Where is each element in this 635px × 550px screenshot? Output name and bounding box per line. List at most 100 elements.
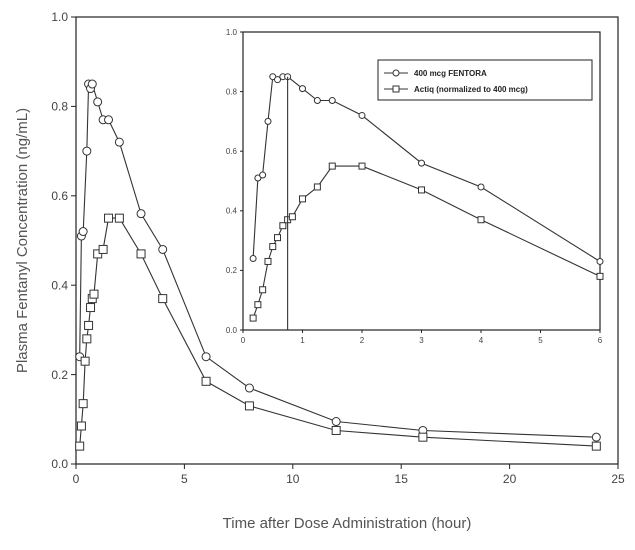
main-x-tick-label: 20 (503, 472, 517, 486)
main-series-1-point (75, 441, 85, 451)
main-x-tick-label: 5 (181, 472, 188, 486)
legend-label-fentora: 400 mcg FENTORA (414, 69, 487, 78)
inset-y-tick-label: 1.0 (226, 28, 238, 37)
inset-series-1-point (269, 243, 277, 251)
inset-series-1-point (249, 314, 257, 322)
main-y-axis: 0.0 0.2 0.4 0.6 0.8 1.0 (51, 10, 76, 471)
main-series-1-point (86, 303, 96, 313)
main-series-0-point (93, 97, 103, 107)
inset-x-tick-label: 3 (419, 336, 424, 345)
main-series-0-point (591, 432, 601, 442)
inset-series-0-point (477, 183, 485, 191)
inset-y-tick-label: 0.0 (226, 326, 238, 335)
inset-series-1-point (254, 301, 262, 309)
main-series-1-point (78, 399, 88, 409)
main-x-tick-label: 0 (73, 472, 80, 486)
main-series-1-point (76, 421, 86, 431)
main-series-1-point (201, 376, 211, 386)
inset-series-0-point (358, 111, 366, 119)
inset-legend: 400 mcg FENTORA Actiq (normalized to 400… (377, 59, 593, 101)
inset-x-axis: 0 1 2 3 4 5 6 (241, 330, 603, 345)
main-series-1-point (244, 401, 254, 411)
main-series-1-point (418, 432, 428, 442)
inset-series-1-point (288, 213, 296, 221)
main-series-0-point (78, 227, 88, 237)
main-series-1-point (84, 320, 94, 330)
inset-series-1-point (477, 216, 485, 224)
main-series-group (75, 79, 601, 451)
inset-x-tick-label: 6 (598, 336, 603, 345)
inset-y-tick-label: 0.6 (226, 147, 238, 156)
main-y-tick-label: 0.8 (51, 100, 68, 114)
main-series-1-point (89, 289, 99, 299)
inset-series-0-point (249, 254, 257, 262)
legend-label-actiq: Actiq (normalized to 400 mcg) (414, 85, 528, 94)
main-y-tick-label: 1.0 (51, 10, 68, 24)
inset-series-0-point (596, 257, 604, 265)
inset-series-0-point (418, 159, 425, 167)
inset-series-1-point (264, 257, 272, 265)
main-series-0-point (114, 137, 124, 147)
main-plot-frame (75, 16, 619, 465)
main-x-axis: 0 5 10 15 20 25 (73, 464, 625, 486)
inset-series-0-point (264, 117, 272, 125)
main-series-0-point (82, 146, 92, 156)
inset-x-tick-label: 1 (300, 336, 305, 345)
main-series-0-point (244, 383, 254, 393)
legend-marker-fentora (392, 69, 400, 77)
main-series-1-point (80, 356, 90, 366)
inset-series-group (249, 73, 604, 322)
inset-x-tick-label: 0 (241, 336, 246, 345)
main-x-axis-title: Time after Dose Administration (hour) (223, 515, 472, 532)
main-series-1-point (331, 425, 341, 435)
inset-series-1-point (328, 162, 336, 170)
inset-series-1-point (313, 183, 321, 191)
inset-series-1-point (274, 234, 282, 242)
inset-series-0-point (274, 76, 282, 84)
main-x-tick-label: 15 (395, 472, 409, 486)
main-series-1-point (98, 244, 108, 254)
inset-series-0-point (313, 97, 321, 105)
inset-series-0-point (328, 97, 336, 105)
main-series-1-point (82, 334, 92, 344)
main-series-0-point (104, 115, 114, 125)
inset-x-tick-label: 5 (538, 336, 543, 345)
inset-y-tick-label: 0.4 (226, 207, 238, 216)
inset-y-axis: 0.0 0.2 0.4 0.6 0.8 1.0 (226, 28, 243, 335)
inset-series-1-point (596, 272, 604, 280)
main-plot: 0 5 10 15 20 25 0.00.20.40.60.81.0 Time after… (14, 10, 625, 532)
inset-series-1-point (418, 186, 425, 194)
main-y-axis-title: Plasma Fentanyl Concentration (ng/mL) (14, 108, 31, 373)
main-series-0-point (331, 417, 341, 427)
main-series-1-point (114, 213, 124, 223)
main-series-0-point (158, 244, 168, 254)
main-x-tick-label: 10 (286, 472, 300, 486)
inset-x-tick-label: 4 (479, 336, 484, 345)
main-series-0-point (136, 209, 146, 219)
inset-y-tick-label: 0.8 (226, 87, 238, 96)
inset-series-1-point (299, 195, 306, 203)
main-y-tick-label: 0.4 (51, 278, 68, 292)
main-x-tick-label: 25 (611, 472, 625, 486)
main-series-0-point (201, 352, 211, 362)
inset-series-1-point (279, 222, 287, 230)
inset-series-1-point (259, 286, 267, 294)
inset-plot: 0 1 2 3 4 5 6 0.0 0.2 0.4 0.6 0.8 1.0 400 mcg FENTO… (217, 26, 604, 348)
inset-series-0-point (259, 171, 267, 179)
inset-series-0-point (299, 85, 306, 93)
main-series-1-point (104, 213, 114, 223)
main-series-1-point (136, 249, 146, 259)
inset-x-tick-label: 2 (360, 336, 365, 345)
legend-marker-actiq (392, 85, 400, 93)
main-y-tick-label: 0.6 (51, 189, 68, 203)
main-y-tick-label: 0.2 (51, 368, 68, 382)
main-series-0-point (87, 79, 97, 89)
main-series-1-point (591, 441, 601, 451)
inset-y-tick-label: 0.2 (226, 266, 238, 275)
main-y-tick-label: 0.0 (51, 457, 68, 471)
legend-box (377, 59, 593, 101)
main-series-1-point (158, 294, 168, 304)
inset-series-1-point (358, 162, 366, 170)
